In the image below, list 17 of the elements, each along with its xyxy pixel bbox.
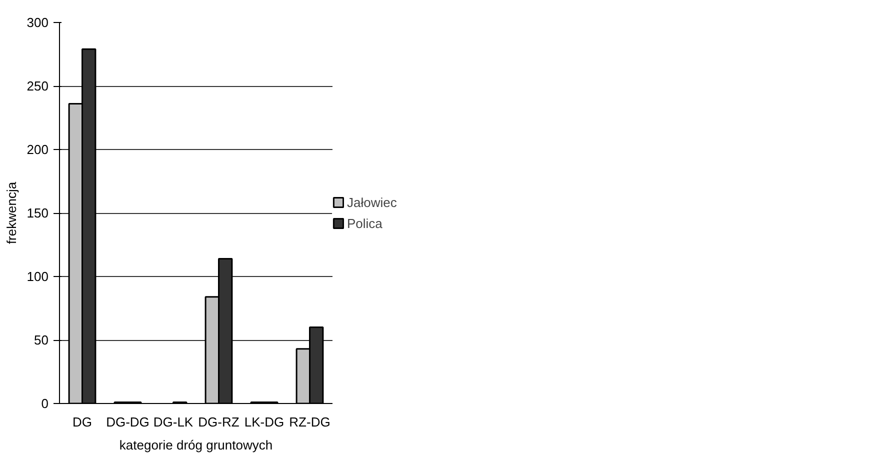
y-tick-label: 150: [26, 206, 49, 220]
x-tick-label: DG: [72, 414, 92, 430]
y-tick-label: 50: [34, 332, 49, 348]
y-tick-label: 100: [26, 269, 49, 284]
y-tick-label: 0: [41, 396, 49, 411]
y-tick-label: 300: [26, 15, 49, 30]
y-tick-label: 250: [26, 78, 49, 94]
x-tick-label: DG-LK: [153, 414, 194, 430]
x-axis-title: kategorie dróg gruntowych: [119, 438, 273, 452]
x-tick-label: DG-DG: [106, 414, 150, 430]
y-axis-title: frekwencja: [4, 181, 19, 244]
legend-label: Polica: [347, 216, 382, 230]
x-tick-label: RZ-DG: [289, 414, 330, 430]
x-tick-label: DG-RZ: [198, 414, 240, 430]
y-tick-label: 200: [26, 142, 49, 157]
x-tick-label: LK-DG: [244, 414, 284, 430]
legend-label: Jałowiec: [347, 194, 397, 210]
